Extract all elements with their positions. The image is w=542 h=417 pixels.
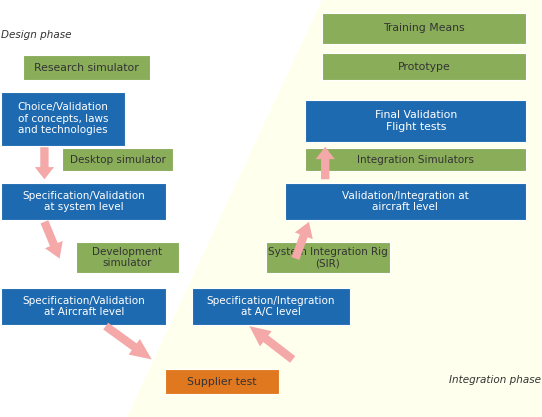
FancyBboxPatch shape — [305, 148, 526, 171]
FancyBboxPatch shape — [165, 369, 279, 394]
FancyBboxPatch shape — [1, 288, 166, 325]
FancyBboxPatch shape — [62, 148, 173, 171]
Text: Integration phase: Integration phase — [449, 375, 541, 385]
Polygon shape — [127, 0, 542, 417]
Text: Prototype: Prototype — [398, 62, 450, 71]
Polygon shape — [41, 220, 63, 259]
FancyBboxPatch shape — [305, 100, 526, 142]
FancyBboxPatch shape — [322, 53, 526, 80]
Text: Choice/Validation
of concepts, laws
and technologies: Choice/Validation of concepts, laws and … — [17, 102, 108, 136]
Polygon shape — [35, 147, 54, 179]
FancyBboxPatch shape — [1, 92, 125, 146]
Polygon shape — [249, 326, 295, 363]
FancyBboxPatch shape — [266, 242, 390, 273]
FancyBboxPatch shape — [76, 242, 179, 273]
Text: Research simulator: Research simulator — [34, 63, 139, 73]
Polygon shape — [315, 147, 335, 179]
FancyBboxPatch shape — [192, 288, 350, 325]
Text: Development
simulator: Development simulator — [92, 247, 163, 268]
Text: Desktop simulator: Desktop simulator — [70, 155, 166, 164]
FancyBboxPatch shape — [285, 183, 526, 220]
FancyBboxPatch shape — [23, 55, 150, 80]
Text: Specification/Validation
at system level: Specification/Validation at system level — [22, 191, 145, 212]
FancyBboxPatch shape — [1, 183, 166, 220]
FancyBboxPatch shape — [322, 13, 526, 44]
Text: Supplier test: Supplier test — [188, 377, 257, 387]
Text: Integration Simulators: Integration Simulators — [357, 155, 474, 164]
Text: Training Means: Training Means — [383, 23, 465, 33]
Text: Specification/Validation
at Aircraft level: Specification/Validation at Aircraft lev… — [22, 296, 145, 317]
Text: System Integration Rig
(SIR): System Integration Rig (SIR) — [268, 247, 388, 268]
Text: Validation/Integration at
aircraft level: Validation/Integration at aircraft level — [342, 191, 468, 212]
Text: Design phase: Design phase — [1, 30, 72, 40]
Polygon shape — [292, 222, 313, 260]
Text: Specification/Integration
at A/C level: Specification/Integration at A/C level — [207, 296, 335, 317]
Text: Final Validation
Flight tests: Final Validation Flight tests — [375, 110, 457, 132]
Polygon shape — [103, 323, 152, 359]
